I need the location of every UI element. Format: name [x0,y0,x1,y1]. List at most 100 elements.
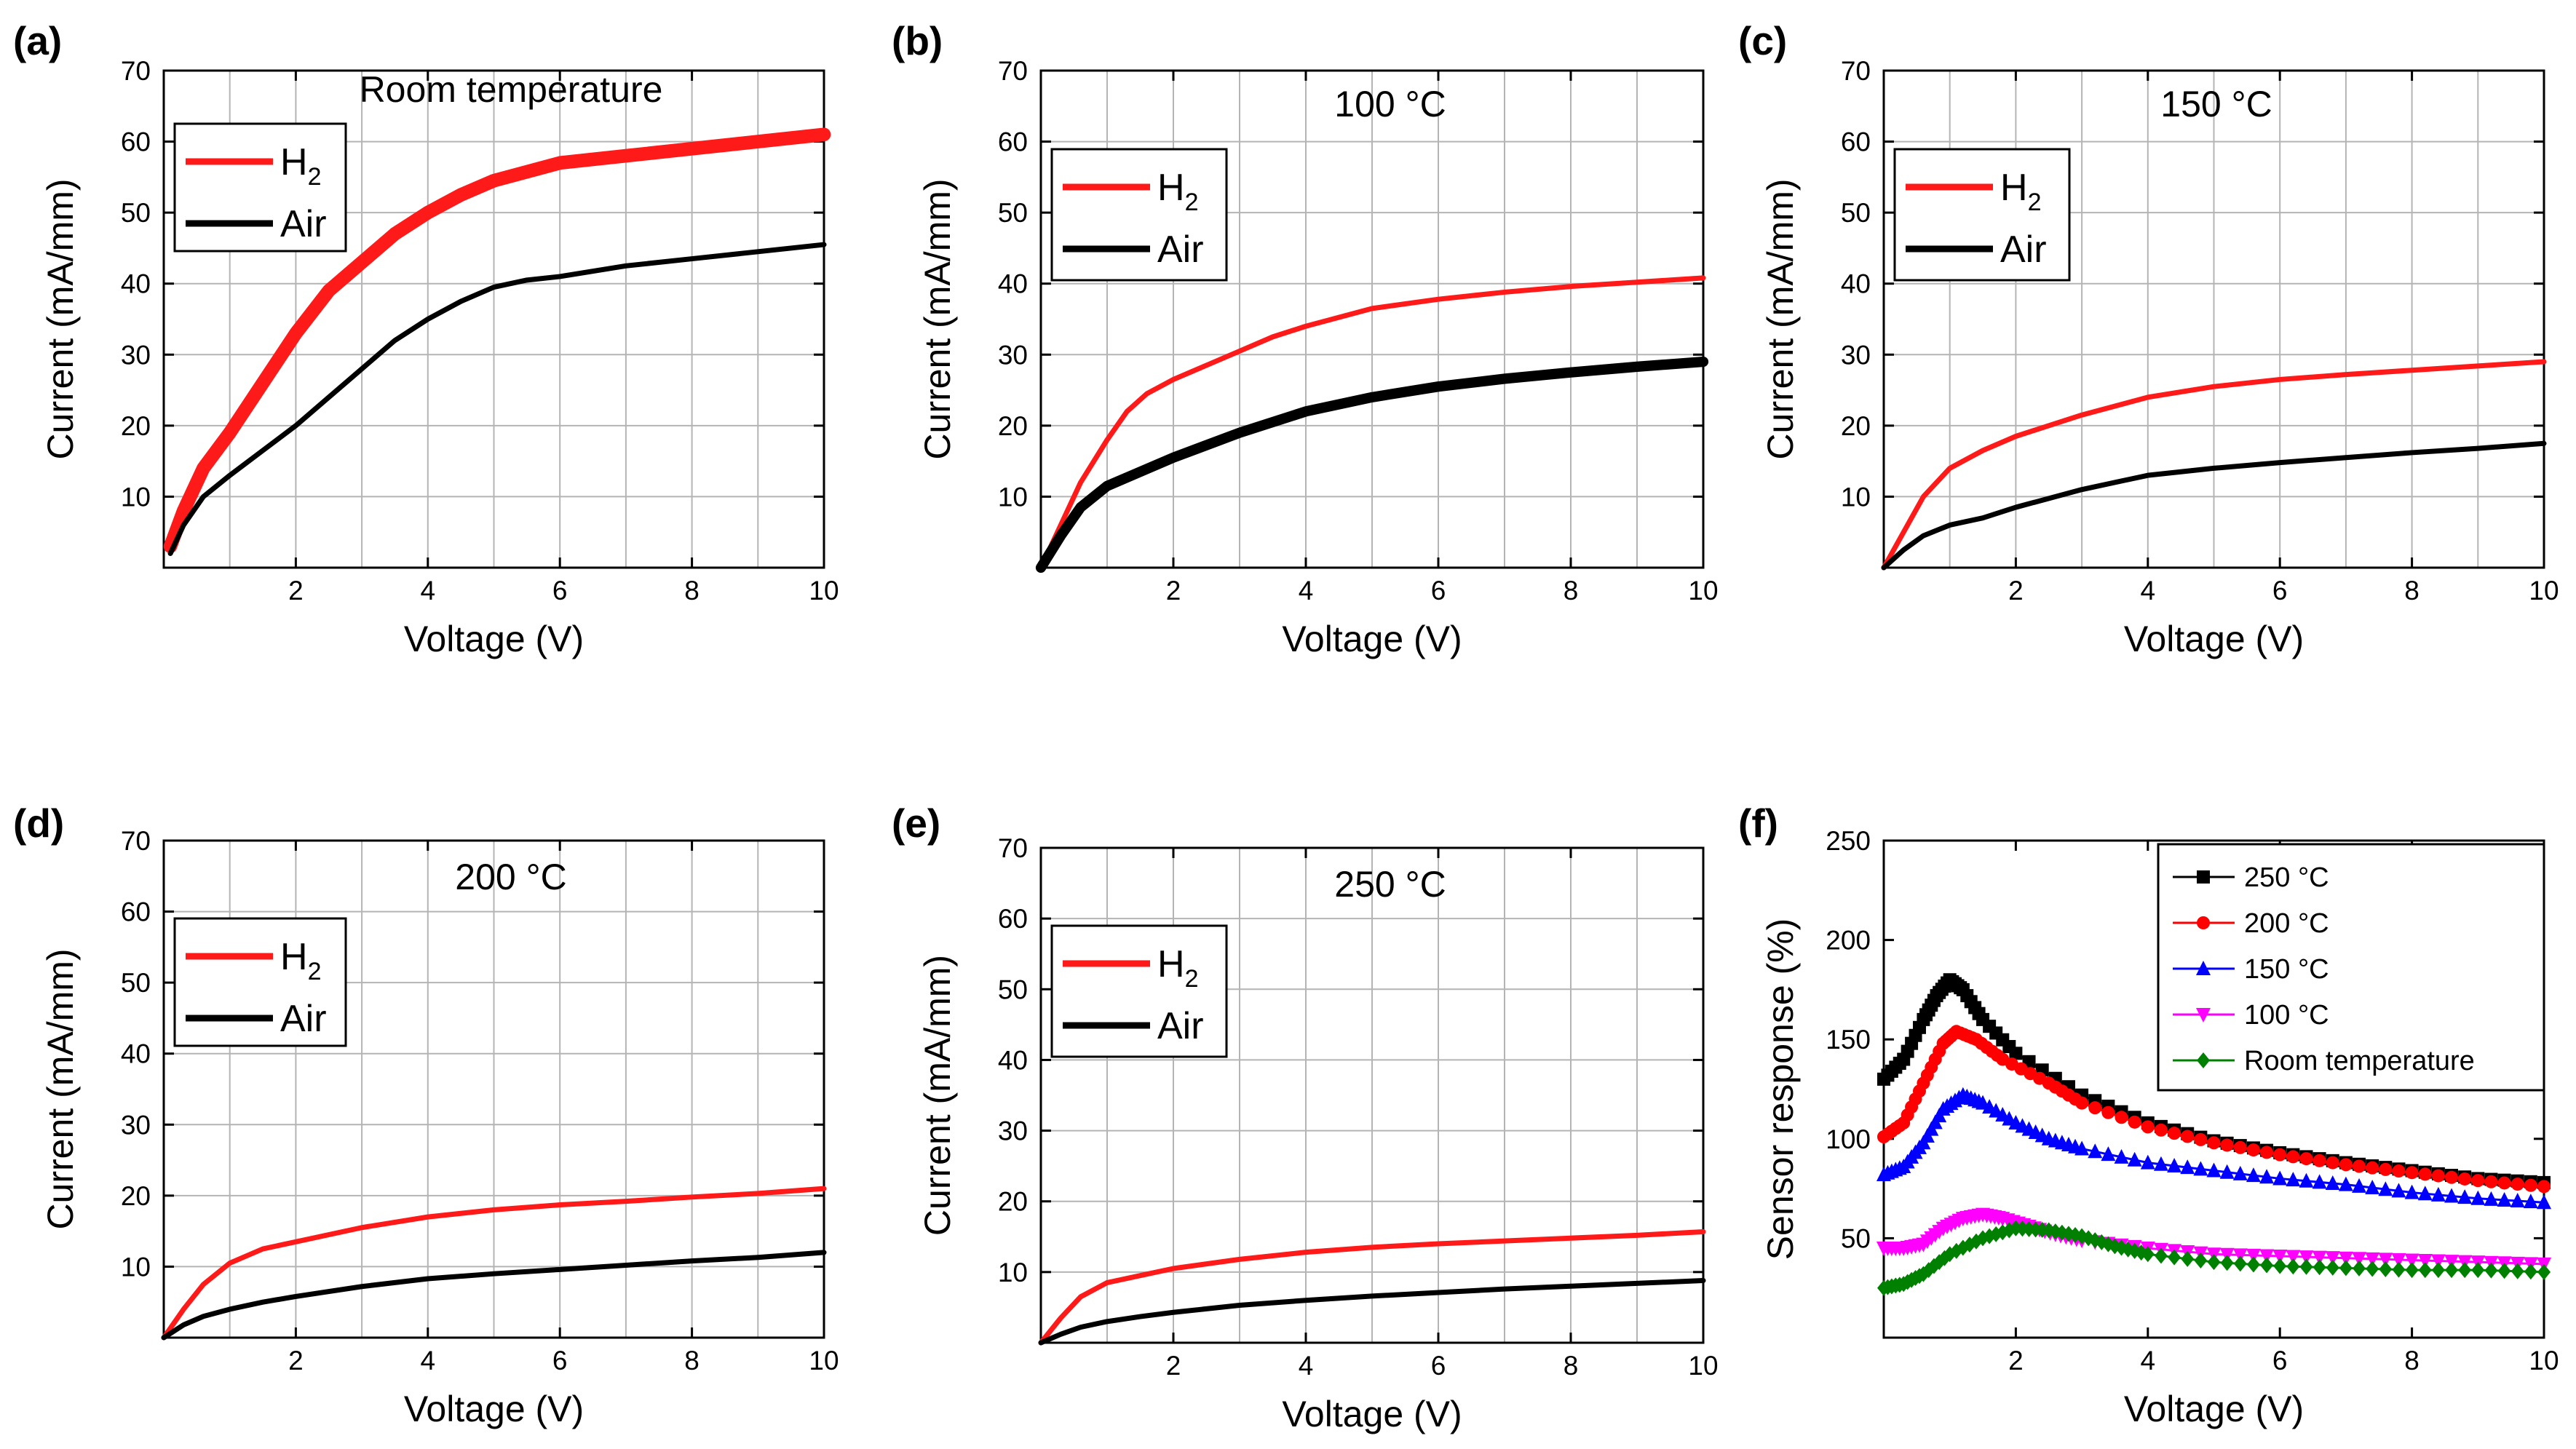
data-point-interp [2353,1260,2366,1277]
x-axis-label: Voltage (V) [1282,1394,1462,1434]
x-tick-label: 6 [552,1346,568,1375]
data-point-interp [2353,1159,2366,1173]
data-point-interp [2366,1161,2379,1175]
data-point-interp [2088,1101,2102,1115]
legend-box [173,122,347,253]
data-point-interp [2286,1172,2301,1187]
legend-label-main: H [1157,167,1185,209]
data-point-interp [2524,1263,2537,1280]
data-point-interp [1893,1119,1906,1132]
series-line [1881,359,2547,571]
panel-label: (f) [1738,801,1778,846]
x-tick-label: 4 [1299,1351,1314,1381]
y-tick-label: 20 [121,411,151,441]
data-point-interp [1972,1007,1986,1020]
data-point-interp [2260,1257,2274,1274]
data-point [2339,1260,2353,1277]
data-point-interp [2510,1193,2525,1208]
data-point [2273,1258,2287,1274]
plot-frame [1039,69,1705,569]
data-point [2537,1263,2551,1280]
x-tick-label: 2 [288,576,304,606]
data-point-interp [2431,1169,2445,1183]
y-axis-label: Current (mA/mm) [1760,178,1801,459]
data-point-interp [2246,1167,2261,1183]
y-tick-label: 10 [1841,482,1871,512]
data-point-interp [2299,1172,2314,1188]
data-point-interp [2127,1151,2142,1167]
y-tick-label: 10 [121,1252,151,1282]
data-point-interp [2233,1140,2247,1154]
data-point-interp [2128,1115,2141,1129]
data-point-interp [2068,1138,2083,1154]
data-point-interp [2365,1180,2380,1195]
legend-box [1893,148,2071,282]
y-tick-label: 70 [998,833,1028,863]
data-point-interp [2194,1252,2208,1269]
legend-label: Room temperature [2244,1046,2475,1076]
y-tick-label: 40 [998,1045,1028,1075]
x-tick-label: 8 [1564,1351,1579,1381]
data-point-interp [2497,1263,2511,1279]
legend-marker [2197,1052,2210,1068]
data-point-interp [1912,1084,1926,1098]
data-point-interp [2484,1262,2498,1279]
legend-marker [2197,916,2210,929]
data-point-interp [2365,1252,2380,1267]
data-point-interp [2391,1183,2406,1198]
y-tick-label: 70 [998,56,1028,86]
chart-title: 150 °C [2160,84,2272,124]
chart-title: 200 °C [455,857,566,897]
series-room-temperature [1877,1220,2551,1296]
y-tick-label: 20 [121,1181,151,1211]
data-point-interp [1912,1268,1926,1285]
data-point-interp [2219,1164,2235,1179]
legend-label: 100 °C [2244,1000,2329,1031]
x-tick-label: 4 [2141,576,2156,606]
legend: 250 °C 200 °C 150 °C 100 °C Room temperature [2157,843,2545,1092]
data-point-interp [2378,1181,2393,1196]
data-point-interp [2325,1251,2340,1266]
x-tick-label: 6 [1431,576,1446,606]
data-point-interp [1911,1238,1927,1253]
data-point-interp [2510,1263,2524,1279]
data-point-interp [2286,1150,2300,1164]
data-point-interp [2497,1191,2512,1207]
data-point-interp [2101,1146,2116,1162]
series-air [1038,1278,1706,1346]
x-tick-label: 8 [684,576,700,606]
y-tick-label: 70 [1841,56,1871,86]
legend-label: Air [2000,229,2047,271]
x-tick-label: 2 [1166,576,1181,606]
x-tick-label: 6 [2272,1346,2288,1375]
chart-title: 100 °C [1334,84,1446,124]
x-tick-label: 4 [421,576,436,606]
data-point [2272,1249,2288,1264]
legend-marker [2196,1008,2211,1023]
data-point-interp [2430,1254,2446,1269]
x-axis-label: Voltage (V) [2124,1389,2304,1429]
x-tick-label: 2 [2008,576,2024,606]
data-point-interp [1951,1213,1967,1228]
data-point-interp [2154,1247,2168,1264]
data-point-interp [2114,1148,2129,1164]
series-air [1881,440,2547,571]
data-point-interp [2299,1250,2314,1266]
grid-lines [1884,71,2544,568]
series-line [167,242,827,556]
data-point-interp [2430,1186,2446,1202]
legend: H2 Air [1050,148,1228,282]
series-line [161,1186,827,1341]
data-point-interp [2444,1255,2460,1270]
y-tick-label: 60 [121,897,151,927]
legend-box [173,917,347,1047]
series-h2 [163,127,831,554]
data-point-interp [2115,1111,2128,1124]
data-point-interp [2299,1152,2313,1166]
x-tick-label: 2 [2008,1346,2024,1375]
data-point-interp [2431,1262,2445,1279]
data-point-interp [2326,1156,2339,1170]
panel-label: (a) [13,18,62,63]
legend-label-main: H [280,936,308,978]
data-point-interp [2286,1250,2301,1265]
